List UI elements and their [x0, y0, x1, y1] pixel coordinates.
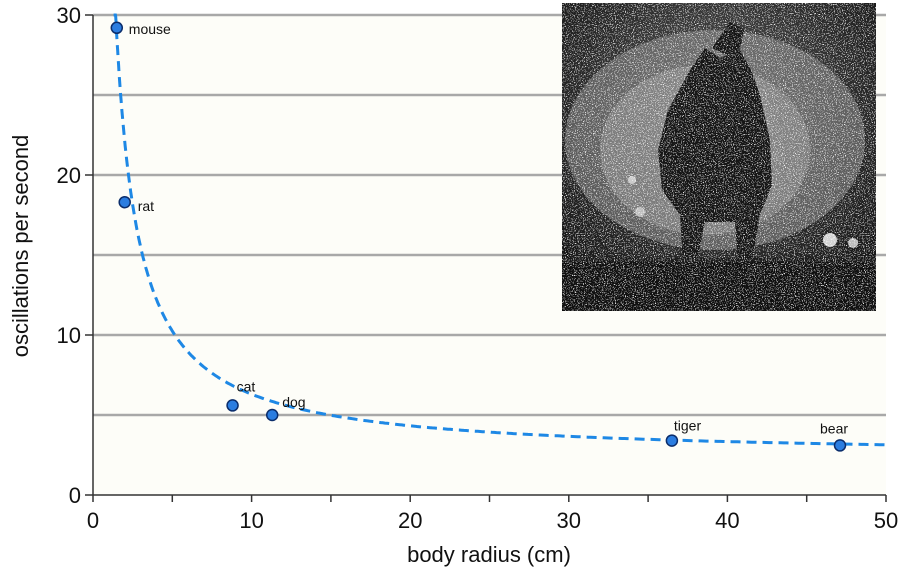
- point-label-rat: rat: [138, 198, 154, 214]
- y-tick-label: 10: [57, 323, 81, 348]
- x-tick-label: 10: [239, 508, 263, 533]
- data-point-rat: [118, 195, 131, 209]
- x-tick-label: 30: [557, 508, 581, 533]
- fit-curve-layer: [113, 13, 887, 447]
- x-tick-label: 0: [87, 508, 99, 533]
- data-points: mouse rat cat dog tiger bear: [110, 21, 848, 452]
- y-tick-label: 30: [57, 3, 81, 28]
- data-point-bear: [833, 439, 847, 452]
- point-label-cat: cat: [237, 378, 256, 394]
- data-point-dog: [265, 408, 279, 422]
- point-label-dog: dog: [282, 394, 305, 410]
- fit-curve: [113, 13, 887, 447]
- data-point-cat: [226, 399, 239, 412]
- y-axis-title: oscillations per second: [8, 135, 33, 358]
- y-tick-label: 0: [69, 483, 81, 508]
- x-tick-label: 40: [715, 508, 739, 533]
- wet-dog-shaking-photo: [562, 3, 876, 311]
- x-tick-label: 20: [398, 508, 422, 533]
- point-label-mouse: mouse: [129, 21, 171, 37]
- y-tick-label: 20: [57, 163, 81, 188]
- x-tick-label: 50: [874, 508, 898, 533]
- data-point-mouse: [110, 21, 124, 35]
- axes: 0 10 20 30 40 50 0 10 20 30: [57, 3, 899, 533]
- axis-titles: body radius (cm) oscillations per second: [8, 135, 571, 567]
- point-label-bear: bear: [820, 420, 848, 436]
- data-point-tiger: [665, 434, 679, 447]
- x-axis-title: body radius (cm): [407, 542, 571, 567]
- point-label-tiger: tiger: [674, 418, 702, 434]
